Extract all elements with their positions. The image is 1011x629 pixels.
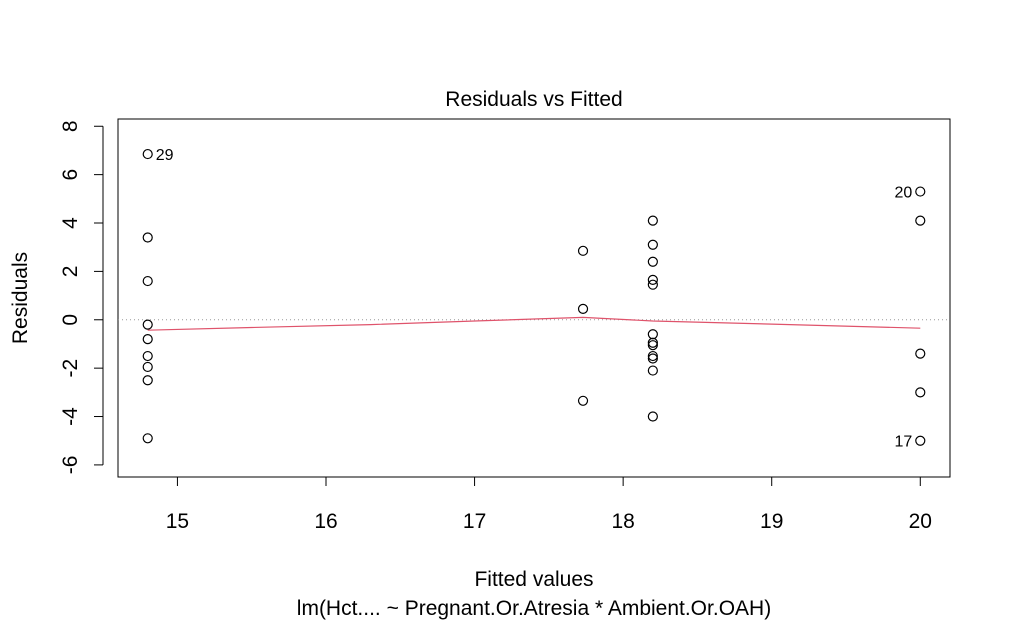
data-point xyxy=(647,353,658,364)
data-point xyxy=(142,375,153,386)
data-point xyxy=(647,411,658,422)
x-axis-label: Fitted values xyxy=(474,568,593,591)
chart-subtitle: lm(Hct.... ~ Pregnant.Or.Atresia * Ambie… xyxy=(297,597,771,620)
data-point xyxy=(915,186,926,197)
data-point xyxy=(915,215,926,226)
x-tick-label: 17 xyxy=(463,510,486,533)
smoother-layer xyxy=(147,316,921,331)
data-point xyxy=(647,279,658,290)
data-point xyxy=(142,319,153,330)
plot-box xyxy=(117,118,951,478)
chart-title: Residuals vs Fitted xyxy=(445,88,622,111)
data-point xyxy=(647,239,658,250)
point-label: 29 xyxy=(156,147,174,164)
data-point xyxy=(647,215,658,226)
x-tick-label: 19 xyxy=(760,510,783,533)
point-label: 20 xyxy=(894,185,912,202)
x-tick-label: 16 xyxy=(314,510,337,533)
data-point xyxy=(142,334,153,345)
x-tick-label: 15 xyxy=(166,510,189,533)
y-axis: -6 -4 -2 0 2 4 6 8 xyxy=(59,120,104,475)
y-tick-label: 0 xyxy=(59,314,82,326)
data-point xyxy=(915,387,926,398)
y-tick-label: -4 xyxy=(59,407,82,426)
data-point xyxy=(647,337,658,348)
data-point xyxy=(647,340,658,351)
data-point xyxy=(142,361,153,373)
data-point xyxy=(142,148,153,160)
data-point xyxy=(915,435,926,446)
smoother-line xyxy=(147,316,921,331)
point-label: 17 xyxy=(894,434,912,451)
y-tick-label: -2 xyxy=(59,359,82,378)
data-point xyxy=(915,348,926,359)
x-axis: 15 16 17 18 19 20 xyxy=(166,476,932,533)
data-point xyxy=(142,433,153,444)
y-tick-label: 8 xyxy=(59,120,82,132)
data-point xyxy=(142,232,153,243)
data-point xyxy=(647,350,658,362)
data-point xyxy=(647,365,658,376)
y-tick-label: -6 xyxy=(59,456,82,475)
data-point xyxy=(142,350,153,362)
x-tick-label: 20 xyxy=(909,510,932,533)
data-point xyxy=(647,329,658,340)
data-point xyxy=(647,256,658,267)
y-tick-label: 6 xyxy=(59,169,82,181)
points-layer xyxy=(142,148,926,446)
data-point xyxy=(577,303,589,314)
y-tick-label: 4 xyxy=(59,217,82,229)
y-tick-label: 2 xyxy=(59,266,82,278)
data-point xyxy=(142,275,153,287)
y-axis-label: Residuals xyxy=(9,252,32,344)
point-labels-layer: 29 20 17 xyxy=(156,147,913,451)
data-point xyxy=(577,395,589,406)
data-point xyxy=(647,274,658,285)
data-point xyxy=(577,245,589,256)
x-tick-label: 18 xyxy=(611,510,634,533)
